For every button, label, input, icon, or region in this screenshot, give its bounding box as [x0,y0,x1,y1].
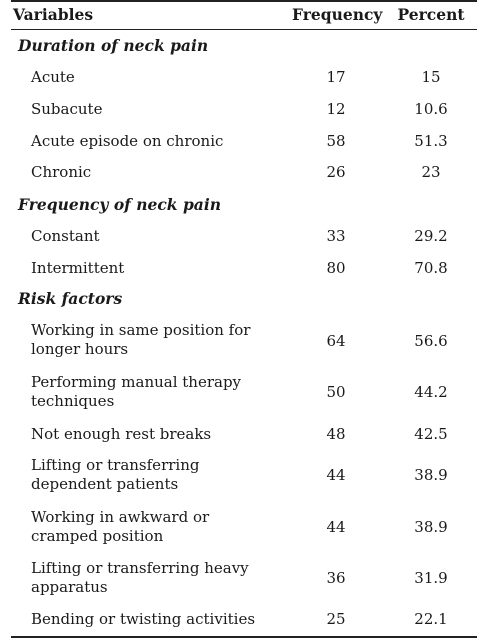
row-percent: 44.2 [414,383,448,401]
bottom-rule [11,636,477,638]
header-frequency: Frequency [292,5,383,24]
row-percent: 23 [421,163,441,181]
row-frequency: 80 [326,259,346,277]
row-label: Acute [31,68,75,86]
row-frequency: 12 [326,100,346,118]
header-rule [11,29,477,30]
row-frequency: 58 [326,132,346,150]
row-frequency: 50 [326,383,346,401]
row-percent: 51.3 [414,132,448,150]
row-frequency: 64 [326,332,346,350]
row-frequency: 44 [326,466,346,484]
row-percent: 42.5 [414,425,448,443]
header-percent: Percent [397,5,465,24]
header-variables: Variables [13,5,94,24]
row-label: Lifting or transferring dependent patien… [31,456,200,493]
row-percent: 70.8 [414,259,448,277]
row-percent: 29.2 [414,227,448,245]
row-percent: 38.9 [414,466,448,484]
row-percent: 31.9 [414,569,448,587]
row-label: Bending or twisting activities [31,610,256,628]
row-label: Working in same position for longer hour… [31,321,251,358]
row-label: Subacute [31,100,103,118]
row-label: Performing manual therapy techniques [31,373,242,410]
section-title-frequency: Frequency of neck pain [18,195,221,214]
row-frequency: 33 [326,227,346,245]
row-label: Working in awkward or cramped position [31,508,210,545]
row-label: Constant [31,227,100,245]
top-rule [11,0,477,2]
row-frequency: 25 [326,610,346,628]
row-frequency: 44 [326,518,346,536]
row-label: Intermittent [31,259,125,277]
row-label: Lifting or transferring heavy apparatus [31,559,249,596]
row-label: Not enough rest breaks [31,425,212,443]
row-percent: 38.9 [414,518,448,536]
row-frequency: 48 [326,425,346,443]
section-title-risk-factors: Risk factors [18,289,123,308]
row-frequency: 17 [326,68,346,86]
row-label: Acute episode on chronic [31,132,224,150]
row-frequency: 36 [326,569,346,587]
row-percent: 15 [421,68,441,86]
row-percent: 22.1 [414,610,448,628]
row-percent: 10.6 [414,100,448,118]
section-title-duration: Duration of neck pain [18,36,209,55]
row-percent: 56.6 [414,332,448,350]
row-frequency: 26 [326,163,346,181]
row-label: Chronic [31,163,92,181]
